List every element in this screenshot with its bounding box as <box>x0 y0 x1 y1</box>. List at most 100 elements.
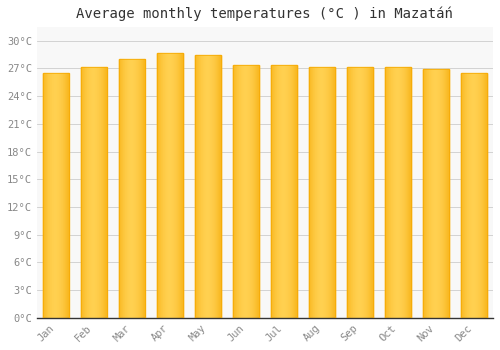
Bar <box>121 59 122 318</box>
Bar <box>84 68 85 318</box>
Bar <box>358 66 360 318</box>
Bar <box>177 52 178 318</box>
Bar <box>410 66 412 318</box>
Bar <box>123 59 124 318</box>
Bar <box>270 65 272 318</box>
Bar <box>248 65 249 318</box>
Bar <box>484 73 486 318</box>
Bar <box>218 55 219 318</box>
Bar <box>460 73 487 318</box>
Bar <box>215 55 216 318</box>
Bar <box>96 68 97 318</box>
Bar <box>356 66 358 318</box>
Bar <box>105 68 106 318</box>
Bar <box>362 66 364 318</box>
Bar <box>182 52 183 318</box>
Bar <box>54 73 55 318</box>
Bar <box>163 52 164 318</box>
Bar <box>80 68 81 318</box>
Bar <box>159 52 160 318</box>
Bar <box>51 73 52 318</box>
Bar <box>280 65 281 318</box>
Bar <box>205 55 206 318</box>
Bar <box>126 59 127 318</box>
Bar <box>386 66 388 318</box>
Bar <box>120 59 121 318</box>
Bar <box>169 52 170 318</box>
Bar <box>206 55 207 318</box>
Bar <box>174 52 175 318</box>
Bar <box>208 55 209 318</box>
Bar <box>99 68 100 318</box>
Bar <box>368 66 370 318</box>
Bar <box>408 66 410 318</box>
Bar <box>132 59 133 318</box>
Bar <box>52 73 53 318</box>
Bar <box>56 73 57 318</box>
Bar <box>332 66 334 318</box>
Bar <box>91 68 92 318</box>
Bar <box>42 73 69 318</box>
Bar <box>214 55 215 318</box>
Bar <box>253 65 254 318</box>
Bar <box>134 59 135 318</box>
Bar <box>370 66 372 318</box>
Bar <box>171 52 172 318</box>
Bar <box>178 52 179 318</box>
Bar <box>119 59 120 318</box>
Bar <box>93 68 94 318</box>
Bar <box>310 66 312 318</box>
Bar <box>446 69 448 318</box>
Bar <box>334 66 336 318</box>
Bar <box>322 66 324 318</box>
Bar <box>124 59 125 318</box>
Bar <box>97 68 98 318</box>
Bar <box>232 65 259 318</box>
Bar <box>55 73 56 318</box>
Bar <box>200 55 201 318</box>
Bar <box>179 52 180 318</box>
Bar <box>62 73 63 318</box>
Bar <box>482 73 484 318</box>
Bar <box>101 68 102 318</box>
Bar <box>142 59 143 318</box>
Bar <box>212 55 213 318</box>
Bar <box>172 52 173 318</box>
Bar <box>196 55 198 318</box>
Bar <box>346 66 348 318</box>
Bar <box>470 73 472 318</box>
Bar <box>136 59 137 318</box>
Bar <box>294 65 296 318</box>
Bar <box>100 68 101 318</box>
Bar <box>44 73 45 318</box>
Bar <box>194 55 221 318</box>
Bar <box>60 73 61 318</box>
Bar <box>352 66 354 318</box>
Bar <box>57 73 58 318</box>
Bar <box>175 52 176 318</box>
Bar <box>288 65 290 318</box>
Bar <box>161 52 162 318</box>
Bar <box>326 66 328 318</box>
Bar <box>201 55 202 318</box>
Bar <box>104 68 105 318</box>
Bar <box>251 65 252 318</box>
Bar <box>42 73 43 318</box>
Bar <box>238 65 240 318</box>
Bar <box>404 66 406 318</box>
Bar <box>396 66 398 318</box>
Bar <box>426 69 428 318</box>
Bar <box>330 66 332 318</box>
Bar <box>137 59 138 318</box>
Bar <box>282 65 284 318</box>
Bar <box>65 73 66 318</box>
Bar <box>402 66 404 318</box>
Bar <box>430 69 432 318</box>
Bar <box>249 65 250 318</box>
Bar <box>400 66 402 318</box>
Bar <box>296 65 297 318</box>
Bar <box>203 55 204 318</box>
Bar <box>364 66 366 318</box>
Bar <box>328 66 330 318</box>
Bar <box>81 68 82 318</box>
